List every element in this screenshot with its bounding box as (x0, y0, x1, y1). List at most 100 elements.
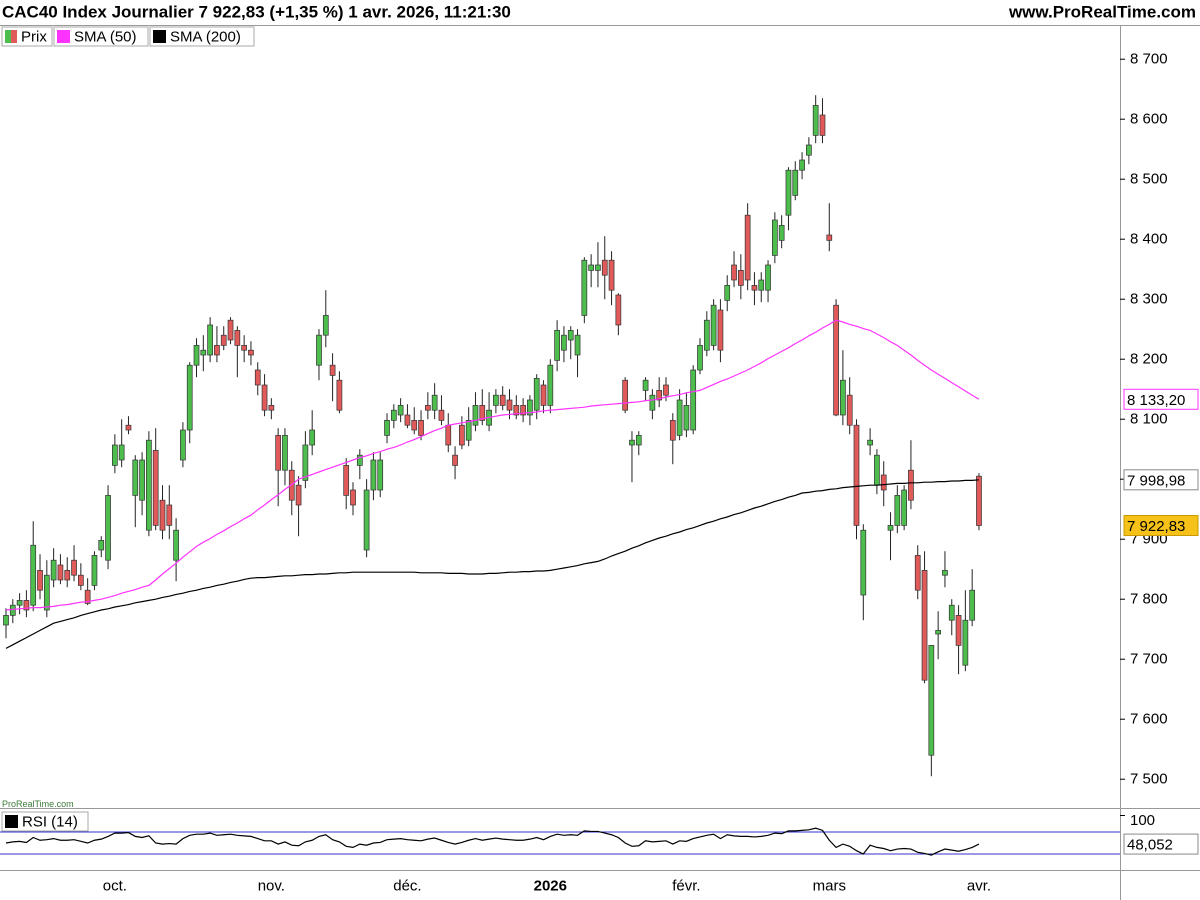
candle-body (268, 405, 275, 411)
candle-body (390, 409, 397, 421)
last-value-label: 48,052 (1127, 837, 1173, 854)
candle-body (799, 159, 805, 171)
candle-body (860, 529, 867, 596)
candle-body (840, 379, 846, 416)
candle-body (132, 459, 139, 496)
chart-title: CAC40 Index Journalier 7 922,83 (+1,35 %… (2, 3, 511, 22)
candle-body (336, 379, 343, 411)
candle-body (656, 390, 663, 401)
candle-body (506, 399, 513, 411)
y-tick-label: 8 400 (1130, 231, 1168, 248)
last-value-label: 7 922,83 (1127, 518, 1185, 535)
x-tick-label: déc. (393, 878, 421, 895)
candle-body (853, 424, 860, 526)
candle-body (574, 334, 581, 356)
candle-body (737, 270, 744, 286)
candle-body (785, 169, 792, 216)
candle-body (343, 465, 350, 496)
candle-body (942, 570, 948, 576)
candle-body (248, 349, 254, 356)
y-tick-label: 8 100 (1130, 411, 1168, 428)
candle-body (302, 444, 309, 481)
candle-body (642, 379, 649, 391)
last-value-label: 7 998,98 (1127, 472, 1185, 489)
candle-body (547, 364, 554, 406)
candle-body (411, 420, 418, 431)
candle-body (424, 405, 431, 411)
candle-body (499, 394, 506, 406)
candle-body (275, 435, 282, 471)
candle-body (23, 600, 30, 611)
candle-body (887, 525, 894, 531)
candle-body (751, 285, 758, 291)
y-tick-label: 8 300 (1130, 291, 1168, 308)
candle-body (703, 319, 710, 351)
candle-body (30, 544, 37, 606)
candle-body (479, 405, 486, 421)
last-value-box (1123, 833, 1199, 855)
last-value-box (1123, 469, 1199, 491)
candle-body (112, 444, 118, 466)
candle-body (765, 264, 771, 291)
candle-body (533, 378, 540, 411)
candle-body (84, 589, 91, 604)
candle-body (146, 439, 152, 531)
candle-body (513, 405, 520, 416)
candle-body (445, 424, 452, 446)
y-tick-label: 7 500 (1130, 771, 1168, 788)
last-value-box (1123, 515, 1199, 537)
candle-body (710, 304, 717, 346)
legend-swatch (11, 30, 17, 43)
candle-body (948, 604, 955, 621)
candle-body (472, 405, 479, 426)
candle-body (363, 489, 370, 551)
candle-body (159, 499, 166, 531)
candle-body (717, 309, 724, 351)
legend-box (149, 26, 255, 47)
candle-body (867, 439, 873, 446)
candle-body (207, 324, 213, 356)
candle-body (676, 399, 683, 436)
legend-swatch (57, 30, 70, 43)
candle-body (731, 264, 737, 281)
series-line (5, 319, 980, 611)
candle-body (874, 454, 880, 486)
candle-body (105, 495, 111, 561)
candle-body (9, 604, 16, 616)
candle-body (962, 619, 969, 666)
legend-label: SMA (200) (170, 29, 241, 46)
candle-body (894, 495, 901, 526)
candle-body (901, 489, 907, 526)
candle-body (880, 474, 887, 491)
candle-body (520, 405, 526, 416)
x-tick-label: avr. (967, 878, 991, 895)
candle-body (758, 279, 765, 291)
candle-body (540, 384, 547, 406)
legend-label: Prix (21, 29, 47, 46)
candle-body (118, 444, 125, 461)
candle-body (329, 364, 336, 376)
candle-body (322, 315, 329, 336)
legend-label: RSI (14) (22, 814, 78, 831)
candle-body (91, 555, 98, 586)
candle-body (554, 330, 560, 361)
candle-body (690, 369, 697, 431)
candle-body (241, 345, 247, 351)
x-tick-label: févr. (672, 878, 700, 895)
candle-body (431, 394, 438, 411)
y-tick-label: 7 800 (1130, 591, 1168, 608)
last-value-label: 8 133,20 (1127, 392, 1185, 409)
legend-swatch (5, 815, 18, 828)
candle-body (234, 330, 241, 346)
x-tick-label: nov. (258, 878, 285, 895)
candle-body (683, 405, 690, 431)
candle-body (125, 424, 132, 431)
candle-body (98, 540, 105, 551)
candle-body (976, 475, 982, 526)
candle-body (227, 319, 234, 341)
candle-body (356, 454, 363, 466)
series-line (5, 827, 980, 856)
candle-body (663, 384, 669, 396)
candle-body (261, 384, 268, 411)
